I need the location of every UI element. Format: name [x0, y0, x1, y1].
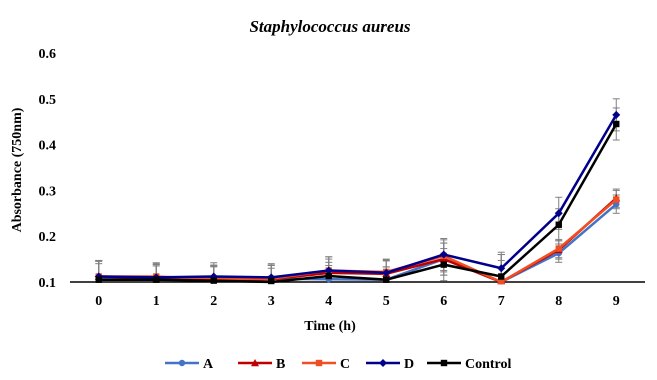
x-tick-label: 6: [440, 294, 447, 309]
legend-marker-control: [440, 359, 448, 367]
x-tick-label: 5: [383, 294, 390, 309]
data-point-control: [613, 120, 620, 128]
series-line-control: [98, 123, 618, 284]
data-point-control: [153, 276, 160, 283]
y-tick-label: 0.6: [39, 47, 57, 62]
legend-marker-d: [379, 359, 387, 367]
data-point-control: [325, 272, 332, 280]
data-point-c: [555, 245, 562, 252]
legend-marker-c: [315, 359, 323, 367]
x-tick-label: 1: [153, 294, 160, 309]
series-line-d: [98, 114, 618, 279]
data-point-control: [210, 277, 217, 284]
y-tick-label: 0.2: [39, 230, 57, 245]
legend: A B C D Control: [165, 357, 512, 372]
legend-label-c: C: [340, 357, 350, 372]
data-point-control: [383, 276, 390, 283]
data-point-control: [95, 276, 102, 283]
data-point-d: [554, 209, 563, 218]
series-line-b: [98, 197, 618, 284]
x-axis-label: Time (h): [304, 319, 356, 334]
y-tick-label: 0.1: [39, 276, 57, 291]
data-point-d: [439, 250, 448, 259]
x-tick-label: 3: [268, 294, 275, 309]
data-point-c: [613, 196, 620, 203]
legend-label-a: A: [203, 357, 214, 372]
legend-label-b: B: [276, 357, 285, 372]
legend-label-control: Control: [465, 357, 512, 372]
y-tick-label: 0.4: [39, 139, 57, 154]
x-tick-label: 2: [210, 294, 217, 309]
data-point-c: [498, 277, 505, 285]
data-point-control: [555, 221, 562, 228]
x-tick-label: 4: [325, 294, 332, 309]
data-point-d: [612, 110, 621, 119]
data-point-control: [498, 273, 505, 280]
data-point-d: [382, 268, 391, 277]
x-tick-label: 9: [613, 294, 620, 309]
plot-area: 0.1 0.2 0.3 0.4 0.5 0.6 0 1 2 3 4 5 6 7 8 9: [39, 47, 645, 309]
legend-label-d: D: [404, 357, 414, 372]
chart-title: Staphylococcus aureus: [249, 17, 410, 36]
x-tick-label: 7: [498, 294, 505, 309]
y-axis-label: Absorbance (750nm): [10, 107, 25, 232]
data-point-d: [324, 266, 333, 275]
legend-marker-a: [178, 359, 186, 367]
series-line-c: [98, 198, 618, 284]
data-point-d: [497, 264, 506, 273]
x-tick-label: 0: [95, 294, 102, 309]
x-tick-label: 8: [555, 294, 562, 309]
data-point-control: [440, 261, 447, 268]
y-tick-label: 0.3: [39, 184, 57, 199]
data-point-control: [268, 277, 275, 285]
legend-marker-b: [251, 359, 259, 367]
y-tick-label: 0.5: [39, 93, 57, 108]
